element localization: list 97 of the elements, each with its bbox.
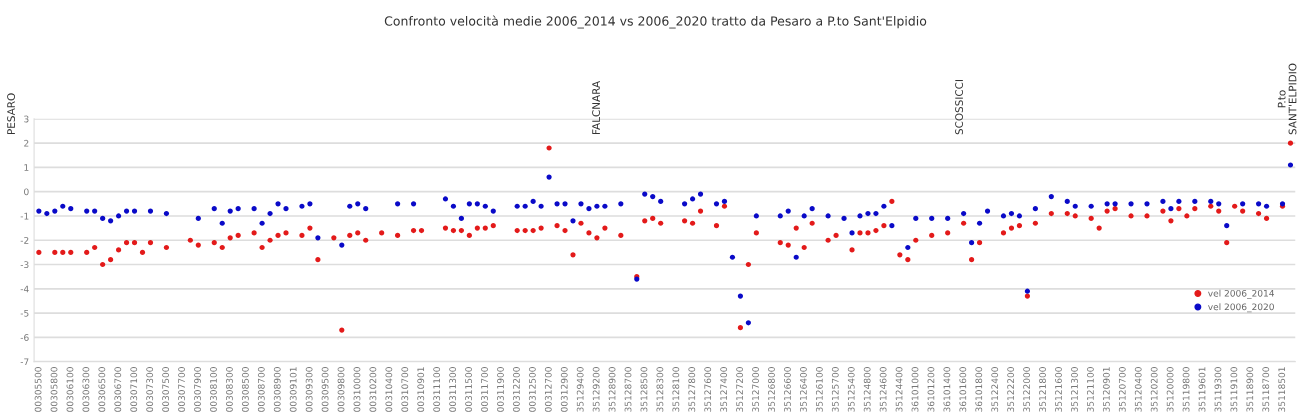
x-tick-label: 35119300 xyxy=(1214,367,1222,412)
x-tick-label: 35127400 xyxy=(720,367,728,412)
x-tick-label: 35118700 xyxy=(1262,367,1270,412)
x-tick-label: 35119800 xyxy=(1182,367,1190,412)
y-tick-label: 2 xyxy=(24,139,29,147)
x-tick-label: 36101600 xyxy=(959,367,967,412)
x-tick-label: 35121100 xyxy=(1086,367,1094,412)
y-tick-label: -2 xyxy=(20,236,29,244)
x-tick-label: 00309500 xyxy=(321,367,329,412)
x-tick-label: 00311100 xyxy=(433,367,441,412)
x-tick-label: 35128500 xyxy=(640,367,648,412)
x-tick-label: 00309300 xyxy=(305,367,313,412)
x-tick-label: 00310200 xyxy=(369,367,377,412)
x-tick-label: 35127800 xyxy=(688,367,696,412)
x-tick-label: 00307300 xyxy=(146,367,154,412)
x-tick-label: 00306300 xyxy=(82,367,90,412)
x-tick-label: 35121800 xyxy=(1039,367,1046,412)
x-tick-label: 00310400 xyxy=(385,367,393,412)
x-tick-label: 00309800 xyxy=(337,367,345,412)
annotation: P.to SANT'ELPIDIO xyxy=(1277,63,1297,135)
x-tick-label: 35126100 xyxy=(815,367,823,412)
annotation: SCOSSICCI xyxy=(955,80,964,135)
y-tick-label: -7 xyxy=(20,358,29,366)
x-tick-label: 00311300 xyxy=(449,367,457,412)
x-tick-label: 35120200 xyxy=(1150,367,1158,412)
x-tick-label: 35128700 xyxy=(624,367,632,412)
x-tick-label: 35120000 xyxy=(1166,367,1174,412)
x-tick-label: 00311700 xyxy=(481,367,488,412)
x-tick-label: 00308500 xyxy=(241,367,249,412)
x-tick-label: 35122200 xyxy=(1007,367,1015,412)
legend-label: vel 2006_2014 xyxy=(1208,289,1275,299)
x-tick-label: 35121300 xyxy=(1071,367,1078,412)
x-tick-label: 00310000 xyxy=(353,367,361,412)
x-tick-label: 00306700 xyxy=(114,367,122,412)
x-tick-label: 35124400 xyxy=(895,367,903,412)
x-tick-label: 00312900 xyxy=(560,367,568,412)
x-tick-label: 35126800 xyxy=(768,367,775,412)
y-tick-label: -3 xyxy=(20,261,29,269)
x-tick-label: 35125400 xyxy=(847,367,855,412)
x-tick-label: 36101800 xyxy=(975,367,983,412)
x-tick-label: 00310901 xyxy=(417,367,425,412)
x-tick-label: 00312200 xyxy=(512,367,520,412)
y-tick-label: 1 xyxy=(24,164,29,171)
x-tick-label: 00308300 xyxy=(225,367,233,412)
x-tick-label: 35128100 xyxy=(672,367,680,412)
x-tick-label: 35120700 xyxy=(1118,367,1126,412)
x-tick-label: 00307100 xyxy=(130,367,138,412)
x-tick-label: 00309101 xyxy=(289,367,297,412)
x-tick-label: 00310700 xyxy=(401,367,409,412)
x-tick-label: 00312500 xyxy=(528,367,536,412)
x-tick-label: 36101400 xyxy=(943,367,951,412)
x-tick-label: 35120400 xyxy=(1134,367,1142,412)
y-tick-label: -5 xyxy=(20,309,29,317)
x-tick-label: 35118900 xyxy=(1246,367,1254,412)
annotation: FALCNARA xyxy=(592,80,601,134)
x-tick-label: 35129200 xyxy=(592,367,600,412)
x-tick-label: 35121600 xyxy=(1055,367,1062,412)
x-tick-label: 36101200 xyxy=(927,367,935,412)
x-tick-label: 00312700 xyxy=(544,367,552,412)
x-tick-label: 35127600 xyxy=(704,367,712,412)
x-tick-label: 00305800 xyxy=(50,367,58,412)
x-tick-label: 36101000 xyxy=(911,367,919,412)
chart-title: Confronto velocità medie 2006_2014 vs 2006_2020 tratto da Pesaro a P.to Sant'Elpidio xyxy=(384,15,927,29)
x-tick-label: 00307500 xyxy=(162,367,170,412)
x-tick-label: 35124800 xyxy=(863,367,871,412)
x-tick-label: 35122000 xyxy=(1023,367,1031,412)
x-tick-label: 35128900 xyxy=(608,367,616,412)
legend-label: vel 2006_2020 xyxy=(1208,303,1274,313)
y-tick-label: -1 xyxy=(20,212,29,220)
x-tick-label: 35125700 xyxy=(831,367,839,412)
x-tick-label: 35118501 xyxy=(1278,367,1286,412)
x-tick-label: 00308100 xyxy=(210,367,217,412)
text: PESARO xyxy=(7,93,16,134)
x-tick-label: 00308700 xyxy=(257,367,265,412)
y-tick-label: 3 xyxy=(24,115,29,123)
x-tick-label: 00306500 xyxy=(98,367,106,412)
x-tick-label: 35129400 xyxy=(576,367,584,412)
x-tick-label: 00307900 xyxy=(194,367,201,412)
x-tick-label: 35119601 xyxy=(1198,367,1206,412)
x-tick-label: 00308900 xyxy=(273,367,281,412)
x-tick-label: 00306100 xyxy=(66,367,74,412)
x-tick-label: 35122400 xyxy=(991,367,999,412)
x-tick-label: 35126400 xyxy=(799,367,807,412)
x-tick-label: 00305500 xyxy=(34,367,42,412)
x-tick-label: 35127000 xyxy=(752,367,759,412)
y-tick-label: 0 xyxy=(24,188,29,196)
y-tick-label: -4 xyxy=(20,285,29,293)
x-tick-label: 35128300 xyxy=(656,367,664,412)
x-tick-label: 35120901 xyxy=(1102,367,1110,412)
x-tick-label: 35119100 xyxy=(1230,367,1238,412)
x-tick-label: 35126600 xyxy=(784,367,791,412)
x-tick-label: 35127200 xyxy=(736,367,744,412)
y-tick-label: -6 xyxy=(20,334,29,341)
x-tick-label: 00311500 xyxy=(465,367,472,412)
x-tick-label: 00307700 xyxy=(178,367,185,412)
x-tick-label: 00311900 xyxy=(497,367,504,412)
x-tick-label: 35124600 xyxy=(879,367,887,412)
